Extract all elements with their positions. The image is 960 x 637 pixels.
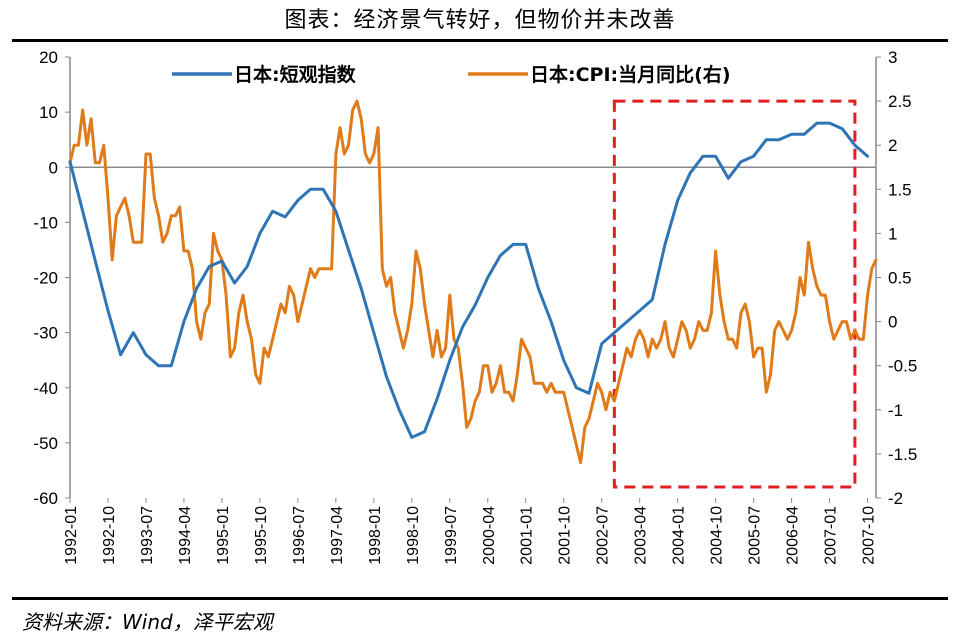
series-lines — [68, 99, 878, 465]
y-left-tick-label: -20 — [33, 269, 58, 288]
x-tick-label: 1999-07 — [443, 506, 460, 565]
x-tick-label: 2007-10 — [861, 506, 878, 565]
y-right-tick-label: -1 — [888, 401, 903, 420]
y-right-tick-label: 2 — [888, 136, 897, 155]
series-line-tankan — [68, 121, 870, 439]
y-left-tick-label: -50 — [33, 434, 58, 453]
y-right-tick-label: 1 — [888, 224, 897, 243]
y-right-tick-label: -2 — [888, 489, 903, 508]
highlight-dashed-rect — [612, 99, 857, 489]
legend-item-cpi-label: 日本:CPI:当月同比(右) — [530, 63, 731, 86]
x-tick-label: 1998-10 — [405, 506, 422, 565]
x-tick-label: 2007-01 — [823, 506, 840, 565]
y-right-tick-label: 3 — [888, 48, 897, 67]
x-tick-label: 1994-04 — [177, 506, 194, 565]
bottom-rule — [12, 597, 948, 600]
x-tick-label: 1995-10 — [253, 506, 270, 565]
x-tick-label: 2003-04 — [633, 506, 650, 565]
x-tick-label: 1996-07 — [291, 506, 308, 565]
y-left-tick-label: -30 — [33, 324, 58, 343]
x-tick-label: 2002-07 — [595, 506, 612, 565]
highlight-box — [612, 99, 857, 489]
x-tick-label: 2001-10 — [557, 506, 574, 565]
source-note: 资料来源：Wind，泽平宏观 — [22, 610, 273, 634]
legend: 日本:短观指数 日本:CPI:当月同比(右) — [172, 63, 731, 86]
legend-item-tankan-label: 日本:短观指数 — [234, 63, 357, 86]
x-tick-label: 2000-04 — [481, 506, 498, 565]
x-tick-label: 1995-01 — [215, 506, 232, 565]
y-right-tick-label: 0 — [888, 313, 897, 332]
series-line-cpi — [68, 99, 878, 465]
y-left-tick-label: 10 — [39, 103, 58, 122]
y-left-tick-label: -10 — [33, 213, 58, 232]
x-tick-label: 2004-01 — [671, 506, 688, 565]
y-right-tick-label: -0.5 — [888, 357, 917, 376]
x-tick-label: 1997-04 — [329, 506, 346, 565]
x-tick-label: 1998-01 — [367, 506, 384, 565]
y-left-tick-label: 0 — [49, 158, 58, 177]
x-tick-label: 1992-10 — [101, 506, 118, 565]
x-tick-label: 1993-07 — [139, 506, 156, 565]
x-tick-label: 1992-01 — [63, 506, 80, 565]
y-left-tick-label: -60 — [33, 489, 58, 508]
y-right-tick-label: 1.5 — [888, 180, 912, 199]
x-tick-label: 2005-07 — [747, 506, 764, 565]
x-tick-label: 2004-10 — [709, 506, 726, 565]
chart-title: 图表：经济景气转好，但物价并未改善 — [284, 8, 676, 33]
x-tick-label: 2001-01 — [519, 506, 536, 565]
y-left-tick-label: 20 — [39, 48, 58, 67]
y-left-tick-label: -40 — [33, 379, 58, 398]
x-tick-label: 2006-04 — [785, 506, 802, 565]
y-right-tick-label: -1.5 — [888, 445, 917, 464]
y-right-tick-label: 0.5 — [888, 269, 912, 288]
axes: 20 10 0 -10 -20 -30 -40 -50 -60 3 2.5 2 1.5 1 0.5 0 -0.5… — [33, 48, 917, 565]
y-right-tick-label: 2.5 — [888, 92, 912, 111]
top-rule — [12, 39, 948, 42]
